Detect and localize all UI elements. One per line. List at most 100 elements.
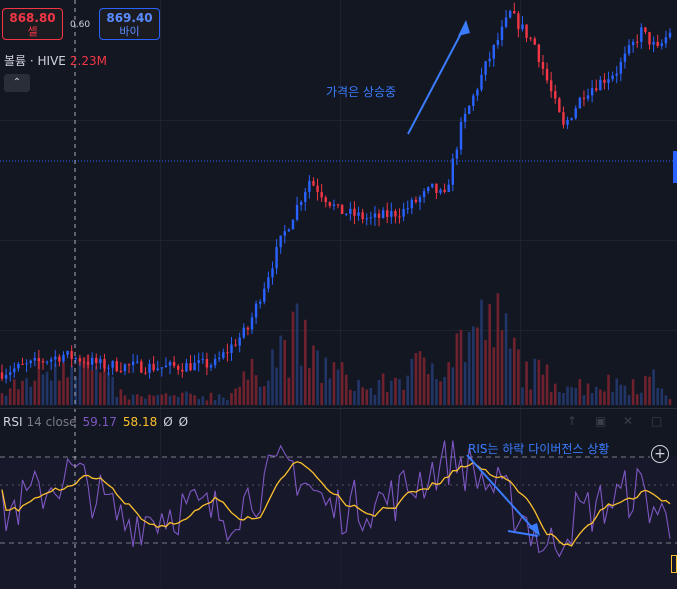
volume-bar (181, 392, 184, 405)
volume-bar (648, 376, 651, 405)
candle (70, 351, 73, 360)
grid-line (0, 330, 677, 331)
candle (410, 199, 414, 209)
volume-bar (394, 377, 397, 405)
candle (586, 95, 590, 99)
candle (127, 364, 131, 366)
volume-bar (664, 395, 668, 405)
volume-bar (340, 362, 344, 405)
sell-price: 868.80 (9, 11, 56, 25)
candle (340, 204, 344, 214)
candle (123, 364, 127, 372)
plus-circle-icon[interactable]: + (651, 445, 669, 463)
candle (607, 79, 610, 83)
volume-bar (17, 389, 20, 405)
candle (111, 361, 114, 368)
rsi-divergence-arrow (466, 454, 538, 534)
volume-bar (172, 395, 176, 405)
collapse-button[interactable]: ⌃ (4, 74, 30, 92)
candle (365, 218, 368, 220)
candle (8, 372, 12, 375)
candle (353, 208, 356, 216)
candle (49, 359, 53, 362)
candle (156, 368, 159, 371)
buy-price: 869.40 (106, 11, 153, 25)
rsi-legend[interactable]: RSI 14 close 59.17 58.18 Ø Ø (3, 415, 188, 429)
candle (443, 189, 446, 193)
candle (189, 363, 192, 371)
candle (541, 61, 545, 69)
volume-bar (349, 389, 352, 405)
candle (238, 337, 241, 346)
candle (574, 108, 577, 119)
sell-button[interactable]: 868.80 셀 (2, 8, 63, 40)
candle (287, 229, 291, 232)
candle (394, 210, 397, 217)
volume-bar (103, 368, 106, 405)
volume-bar (299, 365, 303, 405)
volume-bar (562, 392, 565, 405)
volume-bar (258, 386, 262, 405)
candle (181, 369, 184, 372)
volume-bar (29, 386, 32, 405)
candle (349, 208, 352, 214)
maximize-icon[interactable]: □ (651, 414, 663, 428)
volume-bar (558, 392, 561, 405)
volume-bar (410, 358, 414, 405)
volume-bar (58, 380, 61, 405)
grid-line (0, 240, 677, 241)
candle (168, 362, 172, 366)
candle (119, 371, 123, 373)
trash-icon[interactable]: ▣ (595, 414, 607, 428)
candle (582, 97, 586, 99)
candle (402, 208, 405, 217)
candle (25, 363, 28, 365)
volume-bar (668, 399, 672, 405)
candle (250, 317, 254, 330)
candle (144, 372, 147, 374)
volume-bar (320, 382, 323, 405)
candle (439, 189, 442, 193)
candle (615, 73, 618, 76)
candle (78, 357, 82, 362)
candle (418, 197, 422, 203)
volume-bar (25, 378, 28, 405)
volume-bar (246, 379, 250, 405)
rsi-lines (1, 440, 671, 558)
arrow-up-icon[interactable]: ↑ (567, 414, 578, 428)
candle (414, 199, 418, 203)
rsi-pane-bg (0, 457, 677, 589)
candle (623, 53, 627, 62)
buy-button[interactable]: 869.40 바이 (99, 8, 160, 40)
volume-bar (213, 400, 217, 405)
volume-bar (426, 374, 430, 405)
candle (381, 210, 385, 218)
volume-bar (390, 380, 393, 405)
volume-bar (189, 393, 192, 405)
volume-bar (652, 369, 655, 405)
price-rising-arrowhead (458, 20, 470, 36)
candle (185, 363, 188, 372)
candle (115, 361, 118, 372)
candle (459, 121, 463, 150)
candle (29, 360, 32, 364)
volume-bar (492, 347, 496, 405)
candle (291, 219, 295, 230)
close-icon[interactable]: ✕ (623, 414, 634, 428)
candle (226, 352, 229, 354)
pane-separator[interactable] (0, 408, 677, 409)
volume-bar (541, 374, 545, 405)
candle (529, 37, 532, 39)
volume-bar (414, 352, 418, 405)
volume-bar (504, 313, 508, 405)
rsi-divergence-arrow-2 (507, 530, 539, 537)
candle (193, 362, 196, 371)
candle (332, 204, 336, 206)
volume-bar (381, 373, 385, 405)
buy-label: 바이 (119, 25, 140, 38)
candle (209, 365, 213, 368)
candle (648, 32, 651, 45)
candle (267, 277, 270, 289)
volume-bar (574, 388, 578, 405)
